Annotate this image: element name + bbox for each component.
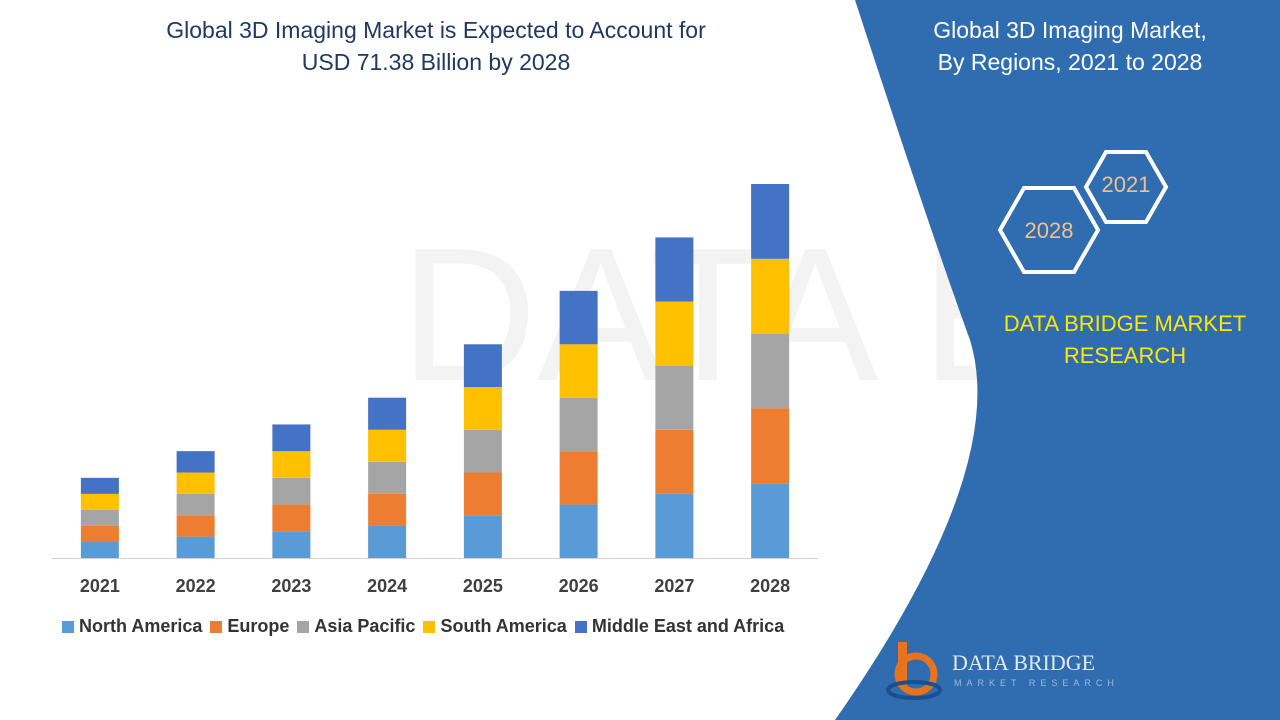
bar-segment-2024-4 [368,397,407,430]
legend-label: North America [79,616,203,636]
bar-segment-2021-0 [80,541,119,558]
chart-legend: North America Europe Asia Pacific South Ame… [62,616,792,637]
bar-segment-2022-4 [176,451,215,473]
logo-text: DATA BRIDGE [952,650,1096,675]
hex-label-2021: 2021 [1101,172,1151,197]
x-tick-label: 2023 [271,576,311,596]
legend-label: Asia Pacific [314,616,416,636]
bar-segment-2021-2 [80,509,119,526]
bar-segment-2021-4 [80,477,119,494]
panel-title: Global 3D Imaging Market, By Regions, 20… [900,14,1240,78]
panel-title-line1: Global 3D Imaging Market, [933,17,1207,43]
legend-swatch [574,620,587,633]
legend-swatch [423,620,436,633]
x-tick-label: 2021 [80,576,120,596]
bar-segment-2024-2 [368,461,407,494]
bar-segment-2025-1 [463,472,502,516]
bar-segment-2027-2 [655,365,694,430]
legend-swatch [297,620,310,633]
bar-segment-2025-4 [463,344,502,388]
x-tick-label: 2025 [463,576,503,596]
brand-name: DATA BRIDGE MARKET RESEARCH [980,308,1270,372]
bar-segment-2028-0 [751,483,790,558]
legend-label: Middle East and Africa [591,616,785,636]
legend-label: Europe [227,616,290,636]
legend-swatch [62,620,74,633]
hexagon-2028 [997,186,1101,274]
bar-segment-2026-1 [559,451,598,505]
bar-segment-2026-3 [559,344,598,398]
bar-segment-2023-2 [272,477,311,505]
bar-segment-2025-0 [463,515,502,558]
x-tick-label: 2026 [559,576,599,596]
stacked-bar-chart: 2021 2022 2023 2024 2025 2026 2027 2028 [52,184,818,596]
logo-subtext: MARKET RESEARCH [954,678,1119,688]
legend-swatch [210,620,223,633]
brand-name-line1: DATA BRIDGE MARKET [1003,311,1247,336]
hex-label-2028: 2028 [1024,218,1074,243]
bar-segment-2027-1 [655,429,694,494]
bar-segment-2022-1 [176,515,215,537]
legend-item: North America [62,616,202,637]
bar-segment-2025-2 [463,429,502,473]
bar-segment-2021-3 [80,493,119,510]
bar-segment-2023-1 [272,504,311,532]
bar-segment-2026-2 [559,397,598,452]
bar-segment-2024-3 [368,429,407,462]
bar-segment-2028-3 [751,258,790,334]
chart-title-line1: Global 3D Imaging Market is Expected to … [166,17,706,43]
bar-segment-2028-2 [751,333,790,409]
legend-item: South America [423,616,567,637]
legend-item: Europe [210,616,289,637]
bar-segment-2027-0 [655,493,694,558]
bar-segment-2023-4 [272,424,311,452]
bar-segment-2028-1 [751,408,790,484]
brand-name-line2: RESEARCH [1063,343,1187,368]
bar-segment-2026-0 [559,504,598,558]
bar-segment-2022-3 [176,472,215,494]
bar-segment-2023-0 [272,531,311,558]
x-tick-label: 2028 [750,576,790,596]
bar-segment-2024-0 [368,525,407,558]
legend-label: South America [440,616,567,636]
logo-mark [886,642,942,700]
legend-item: Asia Pacific [297,616,415,637]
chart-title-line2: USD 71.38 Billion by 2028 [301,49,571,75]
hexagon-2021 [1083,150,1169,224]
legend-item: Middle East and Africa [574,616,785,637]
x-tick-label: 2024 [367,576,407,596]
chart-title: Global 3D Imaging Market is Expected to … [86,14,786,78]
panel-title-line2: By Regions, 2021 to 2028 [937,49,1203,75]
bar-segment-2022-0 [176,536,215,558]
bar-segment-2025-3 [463,387,502,430]
bar-segment-2023-3 [272,451,311,478]
bar-segment-2021-1 [80,525,119,542]
bar-segment-2026-4 [559,290,598,345]
bar-segment-2027-3 [655,301,694,366]
side-panel-shape [835,0,1280,720]
bar-segment-2027-4 [655,237,694,302]
bar-segment-2024-1 [368,493,407,526]
x-tick-label: 2027 [654,576,694,596]
x-tick-label: 2022 [176,576,216,596]
bar-segment-2022-2 [176,493,215,516]
bar-segment-2028-4 [751,184,790,259]
